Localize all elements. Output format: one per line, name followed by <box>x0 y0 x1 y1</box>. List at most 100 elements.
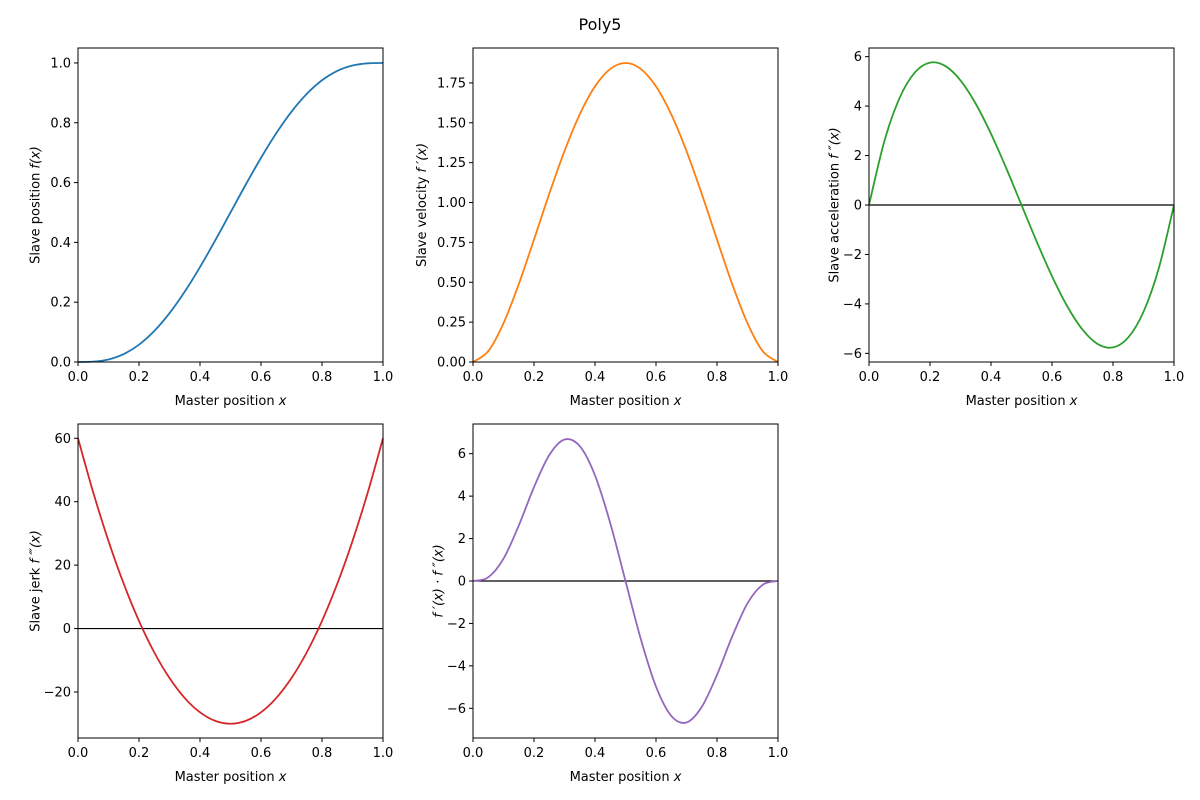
x-axis-label: Master position x <box>966 394 1078 409</box>
y-tick-label: 2 <box>854 149 862 164</box>
axes-frame <box>77 423 384 739</box>
x-axis-label: Master position x <box>570 770 682 785</box>
y-tick-label: 0.2 <box>50 296 71 311</box>
series-line <box>77 62 384 363</box>
x-tick-label: 1.0 <box>373 746 394 761</box>
y-axis-label: Slave velocity f ′(x) <box>415 143 430 267</box>
y-tick-label: −2 <box>447 617 466 632</box>
y-tick-label: −6 <box>447 702 466 717</box>
x-tick-label: 0.6 <box>646 746 667 761</box>
x-tick-label: 0.4 <box>585 370 606 385</box>
x-axis-label-text: Master position <box>966 394 1070 409</box>
x-tick-label: 0.0 <box>463 370 484 385</box>
y-axis-label-text: Slave acceleration <box>828 159 843 283</box>
x-axis-label-text: Master position <box>175 770 279 785</box>
subplot-4: 0.0 0.2 0.4 0.6 0.8 1.0 −20 0 20 40 60 Master posit… <box>28 423 394 785</box>
y-tick-label: 0.75 <box>437 236 466 251</box>
x-tick-label: 0.0 <box>68 746 89 761</box>
y-axis-label: Slave jerk f ‴(x) <box>28 530 43 632</box>
x-tick-label: 0.0 <box>859 370 880 385</box>
y-axis-label: Slave acceleration f ″(x) <box>828 127 843 282</box>
x-tick-label: 0.0 <box>463 746 484 761</box>
x-tick-label: 0.6 <box>251 370 272 385</box>
x-tick-label: 0.6 <box>646 370 667 385</box>
y-tick-label: 0.0 <box>50 356 71 371</box>
y-tick-label: 0.4 <box>50 236 71 251</box>
x-axis-label-math: x <box>673 394 682 409</box>
x-tick-label: 0.2 <box>129 746 150 761</box>
y-tick-label: 6 <box>458 447 466 462</box>
subplot-2: 0.0 0.2 0.4 0.6 0.8 1.0 0.00 0.25 0.50 0.75 1.00 1.… <box>415 47 789 409</box>
y-tick-label: 0.8 <box>50 116 71 131</box>
y-tick-label: 0 <box>63 622 71 637</box>
y-axis-label-text: Slave velocity <box>415 172 430 267</box>
y-tick-label: 0.50 <box>437 276 466 291</box>
y-tick-label: 0.25 <box>437 316 466 331</box>
y-axis-label-math: f ′(x) <box>415 143 430 173</box>
y-tick-label: 0 <box>854 199 862 214</box>
y-axis-label-text: Slave position <box>28 169 43 264</box>
x-axis-label-math: x <box>278 394 287 409</box>
x-tick-label: 0.8 <box>1103 370 1124 385</box>
x-tick-label: 1.0 <box>768 746 789 761</box>
x-tick-label: 0.6 <box>251 746 272 761</box>
x-tick-label: 0.8 <box>312 370 333 385</box>
y-tick-label: 4 <box>854 100 862 115</box>
x-axis-label-math: x <box>1069 394 1078 409</box>
y-tick-label: 1.0 <box>50 56 71 71</box>
y-tick-label: −2 <box>843 248 862 263</box>
y-tick-label: 6 <box>854 50 862 65</box>
y-tick-label: 4 <box>458 490 466 505</box>
y-tick-label: 0 <box>458 575 466 590</box>
x-axis-label-text: Master position <box>570 770 674 785</box>
y-axis-label-math: f ″(x) <box>828 127 843 158</box>
x-tick-label: 0.6 <box>1042 370 1063 385</box>
series-line <box>472 62 779 363</box>
x-tick-label: 0.0 <box>68 370 89 385</box>
x-axis-label: Master position x <box>175 770 287 785</box>
x-tick-label: 0.2 <box>524 746 545 761</box>
y-axis-label-math: f ‴(x) <box>28 530 43 563</box>
y-tick-label: 1.00 <box>437 196 466 211</box>
series-line <box>77 438 384 725</box>
subplot-5: 0.0 0.2 0.4 0.6 0.8 1.0 −6 −4 −2 0 2 4 6 Master posit… <box>432 423 789 785</box>
y-tick-label: 1.25 <box>437 156 466 171</box>
figure-title: Poly5 <box>579 15 622 34</box>
x-axis-label: Master position x <box>175 394 287 409</box>
y-tick-label: 60 <box>54 432 71 447</box>
x-axis-label-text: Master position <box>570 394 674 409</box>
y-axis-label-text: Slave jerk <box>28 564 43 632</box>
x-tick-label: 0.2 <box>129 370 150 385</box>
x-tick-label: 0.2 <box>524 370 545 385</box>
y-tick-label: −4 <box>843 297 862 312</box>
y-tick-label: 2 <box>458 532 466 547</box>
series-line <box>868 61 1175 349</box>
y-axis-label-math: f ′(x) · f ″(x) <box>432 544 447 617</box>
x-axis-label-math: x <box>673 770 682 785</box>
y-tick-label: −4 <box>447 659 466 674</box>
x-tick-label: 0.8 <box>707 746 728 761</box>
x-tick-label: 0.8 <box>312 746 333 761</box>
y-axis-label: Slave position f(x) <box>28 146 43 264</box>
x-tick-label: 1.0 <box>1164 370 1185 385</box>
series-line <box>472 438 779 724</box>
x-tick-label: 0.4 <box>190 370 211 385</box>
x-tick-label: 0.4 <box>585 746 606 761</box>
x-tick-label: 0.4 <box>981 370 1002 385</box>
axes-frame <box>77 47 384 363</box>
y-tick-label: 40 <box>54 495 71 510</box>
x-tick-label: 0.4 <box>190 746 211 761</box>
x-axis-label: Master position x <box>570 394 682 409</box>
subplot-1: 0.0 0.2 0.4 0.6 0.8 1.0 0.0 0.2 0.4 0.6 0.8 1.0 Mast… <box>28 47 393 409</box>
x-tick-label: 0.8 <box>707 370 728 385</box>
x-axis-label-text: Master position <box>175 394 279 409</box>
x-tick-label: 1.0 <box>768 370 789 385</box>
y-tick-label: 20 <box>54 559 71 574</box>
y-tick-label: 1.75 <box>437 76 466 91</box>
y-axis-label-math: f(x) <box>28 146 43 168</box>
y-tick-label: −6 <box>843 347 862 362</box>
y-tick-label: 0.6 <box>50 176 71 191</box>
subplot-3: 0.0 0.2 0.4 0.6 0.8 1.0 −6 −4 −2 0 2 4 6 Master posit… <box>828 47 1185 409</box>
x-tick-label: 0.2 <box>920 370 941 385</box>
